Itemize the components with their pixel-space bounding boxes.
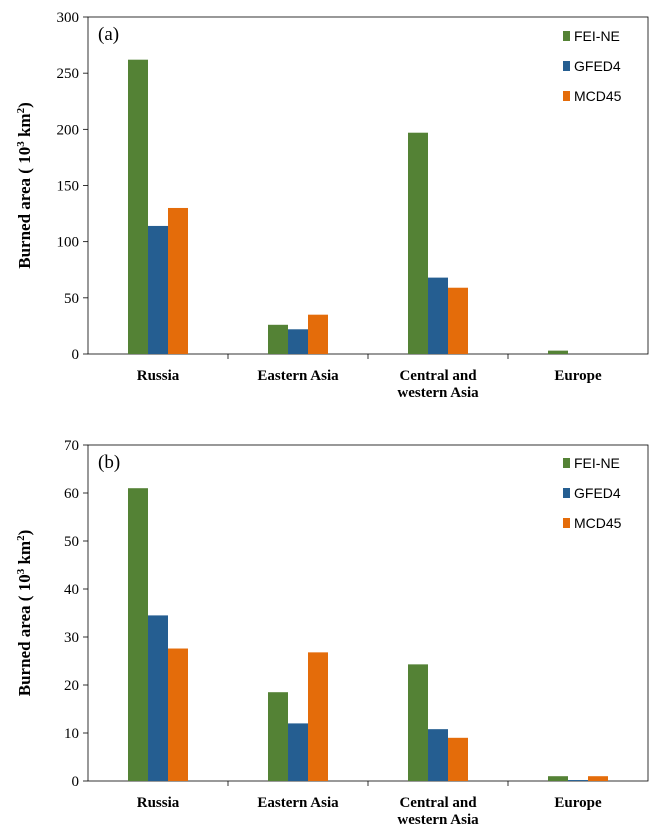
legend-swatch: [563, 31, 570, 41]
y-tick-label: 10: [64, 726, 79, 742]
bar-mcd45-1: [308, 314, 328, 354]
bar-fei-ne-3: [548, 776, 568, 781]
bar-gfed4-1: [288, 329, 308, 354]
y-tick-label: 40: [64, 582, 79, 598]
x-category-label: Central and western Asia: [397, 368, 479, 401]
x-category-label: Europe: [554, 368, 602, 384]
legend-label: GFED4: [574, 58, 621, 74]
bar-fei-ne-0: [128, 59, 148, 354]
y-tick-label: 0: [72, 347, 80, 363]
legend-swatch: [563, 91, 570, 101]
bar-mcd45-2: [448, 287, 468, 354]
bar-mcd45-2: [448, 737, 468, 781]
bar-mcd45-1: [308, 652, 328, 781]
y-tick-label: 200: [57, 122, 80, 138]
y-tick-label: 150: [57, 179, 80, 195]
x-category-label: Eastern Asia: [257, 795, 339, 811]
bar-gfed4-1: [288, 723, 308, 781]
bar-fei-ne-2: [408, 664, 428, 781]
bar-fei-ne-1: [268, 692, 288, 781]
y-tick-label: 30: [64, 630, 79, 646]
x-category-label: Central and western Asia: [397, 795, 479, 826]
legend-label: GFED4: [574, 485, 621, 501]
panel-label: (a): [98, 24, 119, 45]
legend-swatch: [563, 458, 570, 468]
legend-label: FEI-NE: [574, 455, 620, 471]
legend: FEI-NE GFED4 MCD45: [563, 455, 622, 531]
y-tick-label: 250: [57, 66, 80, 82]
y-axis-label: Burned area ( 103 km2): [15, 102, 34, 269]
bar-gfed4-0: [148, 615, 168, 781]
legend-swatch: [563, 518, 570, 528]
x-category-label: Europe: [554, 795, 602, 811]
legend-swatch: [563, 61, 570, 71]
bar-fei-ne-1: [268, 324, 288, 354]
bar-mcd45-3: [588, 776, 608, 781]
bar-gfed4-2: [428, 277, 448, 354]
x-category-label: Russia: [137, 368, 180, 384]
bar-gfed4-0: [148, 225, 168, 354]
panel-label: (b): [98, 452, 120, 473]
y-tick-label: 300: [57, 10, 80, 26]
x-category-label: Eastern Asia: [257, 368, 339, 384]
bar-mcd45-0: [168, 648, 188, 781]
bar-fei-ne-0: [128, 488, 148, 781]
chart-panel-a: 0 50 100 150 200 250 300 Russia Eastern Asia Cent…: [15, 10, 649, 401]
y-tick-label: 100: [57, 235, 80, 251]
bar-gfed4-3: [568, 780, 588, 781]
legend-label: MCD45: [574, 88, 622, 104]
chart-panel-b: 0 10 20 30 40 50 60 70 Russia Eastern Asia Central…: [15, 438, 649, 826]
bar-mcd45-0: [168, 207, 188, 354]
bar-fei-ne-3: [548, 350, 568, 354]
y-tick-label: 0: [72, 774, 80, 790]
y-tick-label: 60: [64, 486, 79, 502]
legend-swatch: [563, 488, 570, 498]
y-tick-label: 50: [64, 534, 79, 550]
legend-label: FEI-NE: [574, 28, 620, 44]
y-tick-label: 70: [64, 438, 79, 454]
bar-gfed4-2: [428, 729, 448, 781]
y-tick-label: 50: [64, 291, 79, 307]
y-axis-label: Burned area ( 103 km2): [15, 530, 34, 697]
legend-label: MCD45: [574, 515, 622, 531]
legend: FEI-NE GFED4 MCD45: [563, 28, 622, 104]
bar-fei-ne-2: [408, 132, 428, 354]
x-category-label: Russia: [137, 795, 180, 811]
y-tick-label: 20: [64, 678, 79, 694]
